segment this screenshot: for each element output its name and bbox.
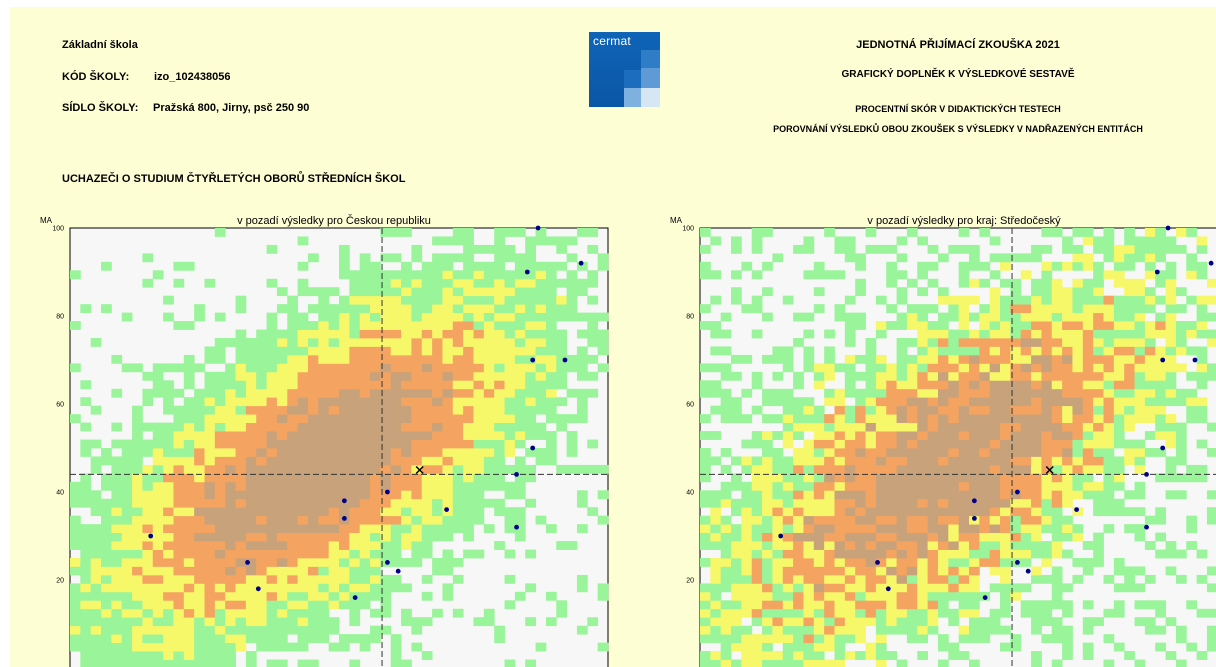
density-heatmap — [700, 228, 1216, 667]
scatter-chart-czech-republic: v pozadí výsledky pro Českou republiku MA… — [25, 206, 609, 667]
y-tick-label: 20 — [686, 578, 694, 585]
data-point — [578, 260, 584, 266]
chart-title: v pozadí výsledky pro Českou republiku — [237, 214, 431, 227]
report-page: Základní škola KÓD ŠKOLY: izo_102438056 S… — [10, 7, 1216, 667]
data-point — [395, 568, 401, 574]
y-tick-label: 60 — [686, 402, 694, 409]
data-point — [875, 560, 880, 565]
mean-marker — [1045, 465, 1054, 475]
mean-marker — [415, 465, 424, 475]
data-point — [1165, 225, 1171, 231]
data-point — [971, 498, 977, 504]
data-point — [148, 533, 154, 539]
school-code-row: KÓD ŠKOLY: izo_102438056 — [62, 71, 230, 83]
cermat-logo-text: cermat — [593, 34, 631, 48]
school-type-label: Základní škola — [62, 39, 138, 51]
data-point — [562, 357, 568, 363]
data-point — [341, 516, 347, 521]
data-point — [385, 560, 390, 565]
data-point — [341, 498, 347, 504]
data-point — [982, 595, 988, 600]
data-point — [1160, 357, 1166, 363]
data-point — [245, 560, 250, 565]
y-tick-label: 60 — [56, 402, 64, 409]
cermat-logo: cermat — [589, 32, 660, 107]
data-point — [514, 472, 519, 477]
school-address-row: SÍDLO ŠKOLY: Pražská 800, Jirny, psč 250 … — [62, 102, 309, 114]
school-address-key: SÍDLO ŠKOLY: — [62, 102, 139, 114]
data-point — [1144, 472, 1149, 477]
data-point — [1208, 260, 1214, 266]
data-point — [1154, 269, 1160, 275]
data-point — [514, 524, 519, 530]
y-tick-label: 40 — [686, 490, 694, 497]
data-point — [444, 507, 449, 512]
chart-title: v pozadí výsledky pro kraj: Středočeský — [867, 215, 1061, 227]
data-point — [1015, 560, 1020, 565]
y-tick-label: 20 — [56, 578, 64, 585]
y-axis-label: MA — [40, 216, 53, 225]
data-point — [524, 269, 530, 275]
y-tick-label: 80 — [56, 314, 64, 321]
data-point — [885, 586, 891, 592]
y-tick-label: 100 — [52, 226, 64, 233]
scatter-chart-region: v pozadí výsledky pro kraj: Středočeský M… — [655, 206, 1216, 667]
school-code-value: izo_102438056 — [154, 71, 231, 83]
data-point — [1192, 357, 1198, 363]
data-point — [1144, 524, 1149, 530]
school-address-value: Pražská 800, Jirny, psč 250 90 — [153, 102, 310, 114]
y-axis-label: MA — [670, 216, 683, 225]
chart-svg: v pozadí výsledky pro Českou republiku MA… — [40, 214, 609, 667]
density-heatmap — [70, 228, 609, 667]
data-point — [1074, 507, 1079, 512]
data-point — [385, 489, 390, 495]
comparison-description: POROVNÁNÍ VÝSLEDKŮ OBOU ZKOUŠEK S VÝSLED… — [773, 124, 1143, 134]
data-point — [1025, 568, 1031, 574]
data-point — [530, 445, 536, 451]
data-point — [352, 595, 358, 600]
data-point — [971, 516, 977, 521]
data-point — [1160, 445, 1166, 451]
y-tick-label: 40 — [56, 490, 64, 497]
school-code-key: KÓD ŠKOLY: — [62, 71, 130, 83]
data-point — [530, 357, 536, 363]
chart-svg: v pozadí výsledky pro kraj: Středočeský M… — [670, 215, 1216, 667]
score-description: PROCENTNÍ SKÓR V DIDAKTICKÝCH TESTECH — [855, 104, 1061, 114]
exam-title: JEDNOTNÁ PŘIJÍMACÍ ZKOUŠKA 2021 — [856, 39, 1060, 51]
data-point — [535, 225, 541, 231]
y-tick-label: 80 — [686, 314, 694, 321]
data-point — [1015, 489, 1020, 495]
data-point — [255, 586, 261, 592]
y-tick-label: 100 — [682, 226, 694, 233]
exam-subtitle: GRAFICKÝ DOPLNĚK K VÝSLEDKOVÉ SESTAVĚ — [841, 69, 1075, 80]
data-point — [778, 533, 784, 539]
section-title: UCHAZEČI O STUDIUM ČTYŘLETÝCH OBORŮ STŘE… — [62, 173, 406, 185]
